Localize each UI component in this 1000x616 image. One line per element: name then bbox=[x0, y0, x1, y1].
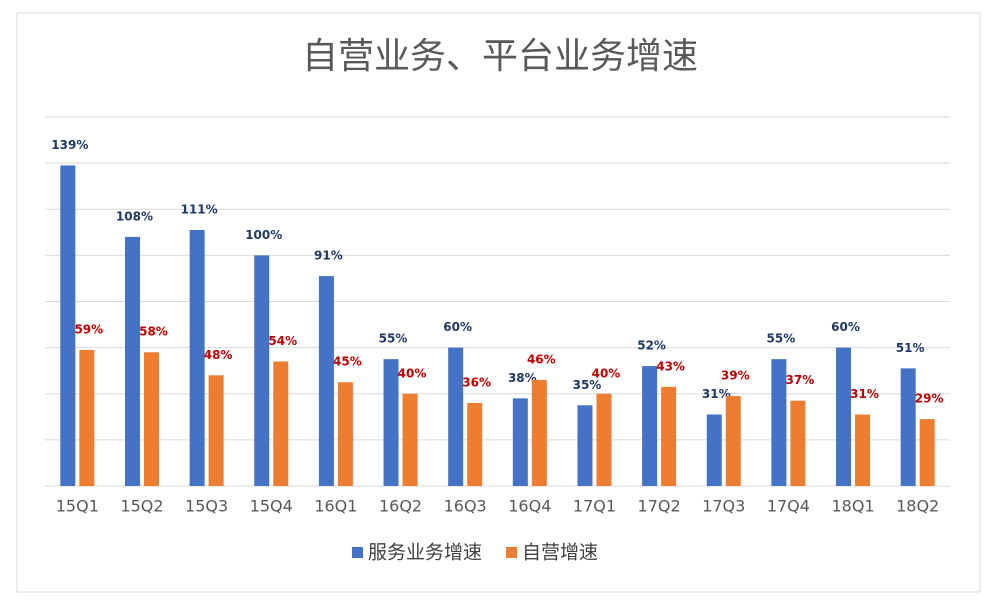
x-tick-label: 17Q1 bbox=[573, 497, 616, 516]
bar bbox=[383, 359, 399, 486]
x-tick-label: 18Q1 bbox=[831, 497, 874, 516]
chart-title: 自营业务、平台业务增速 bbox=[302, 36, 698, 77]
bar bbox=[467, 402, 483, 486]
bar bbox=[919, 419, 935, 486]
bar bbox=[402, 393, 418, 486]
bar bbox=[273, 361, 289, 486]
bar bbox=[596, 393, 612, 486]
x-tick-label: 15Q2 bbox=[120, 497, 163, 516]
value-label: 59% bbox=[74, 322, 103, 336]
x-tick-label: 16Q3 bbox=[444, 497, 487, 516]
value-label: 48% bbox=[204, 348, 233, 362]
bar bbox=[143, 352, 159, 486]
value-label: 29% bbox=[915, 392, 944, 406]
x-tick-label: 16Q2 bbox=[379, 497, 422, 516]
value-label: 40% bbox=[592, 366, 621, 380]
legend-swatch bbox=[506, 547, 518, 558]
bar bbox=[900, 368, 916, 486]
value-label: 58% bbox=[139, 325, 168, 339]
x-tick-label: 16Q4 bbox=[508, 497, 551, 516]
bar bbox=[318, 276, 334, 486]
bar bbox=[79, 349, 95, 486]
legend-label: 服务业务增速 bbox=[368, 542, 482, 564]
value-label: 60% bbox=[443, 320, 472, 334]
value-label: 111% bbox=[181, 203, 218, 217]
bar bbox=[531, 379, 547, 486]
bar bbox=[448, 347, 464, 486]
bar bbox=[642, 366, 658, 486]
x-tick-label: 17Q3 bbox=[702, 497, 745, 516]
value-label: 35% bbox=[573, 378, 602, 392]
bar bbox=[855, 414, 871, 486]
value-label: 54% bbox=[268, 334, 297, 348]
bar bbox=[771, 359, 787, 486]
bar bbox=[661, 386, 677, 486]
value-label: 100% bbox=[245, 228, 282, 242]
value-label: 39% bbox=[721, 369, 750, 383]
bar bbox=[577, 405, 593, 486]
bar bbox=[836, 347, 852, 486]
value-label: 43% bbox=[656, 359, 685, 373]
bar bbox=[60, 165, 76, 486]
value-label: 38% bbox=[508, 371, 537, 385]
bar bbox=[790, 400, 806, 486]
value-label: 40% bbox=[398, 366, 427, 380]
value-label: 55% bbox=[379, 332, 408, 346]
value-label: 31% bbox=[850, 387, 879, 401]
bar bbox=[725, 396, 741, 486]
bar bbox=[254, 255, 270, 486]
x-tick-label: 17Q4 bbox=[767, 497, 810, 516]
bar bbox=[337, 382, 353, 486]
value-label: 91% bbox=[314, 249, 343, 263]
x-tick-label: 15Q3 bbox=[185, 497, 228, 516]
x-tick-label: 15Q1 bbox=[56, 497, 99, 516]
value-label: 37% bbox=[786, 373, 815, 387]
chart-frame bbox=[16, 12, 981, 593]
bar bbox=[189, 230, 205, 486]
legend-label: 自营增速 bbox=[522, 542, 598, 564]
value-label: 36% bbox=[462, 375, 491, 389]
value-label: 45% bbox=[333, 355, 362, 369]
value-label: 46% bbox=[527, 352, 556, 366]
bar bbox=[208, 375, 224, 486]
value-label: 139% bbox=[51, 138, 88, 152]
bar bbox=[512, 398, 528, 486]
bar bbox=[706, 414, 722, 486]
value-label: 55% bbox=[767, 332, 796, 346]
bar bbox=[124, 236, 140, 486]
x-tick-label: 15Q4 bbox=[250, 497, 293, 516]
value-label: 31% bbox=[702, 387, 731, 401]
x-tick-label: 16Q1 bbox=[314, 497, 357, 516]
value-label: 51% bbox=[896, 341, 925, 355]
x-tick-label: 17Q2 bbox=[638, 497, 681, 516]
value-label: 52% bbox=[637, 339, 666, 353]
value-label: 108% bbox=[116, 209, 153, 223]
value-label: 60% bbox=[831, 320, 860, 334]
legend-swatch bbox=[352, 547, 363, 558]
x-tick-label: 18Q2 bbox=[896, 497, 939, 516]
